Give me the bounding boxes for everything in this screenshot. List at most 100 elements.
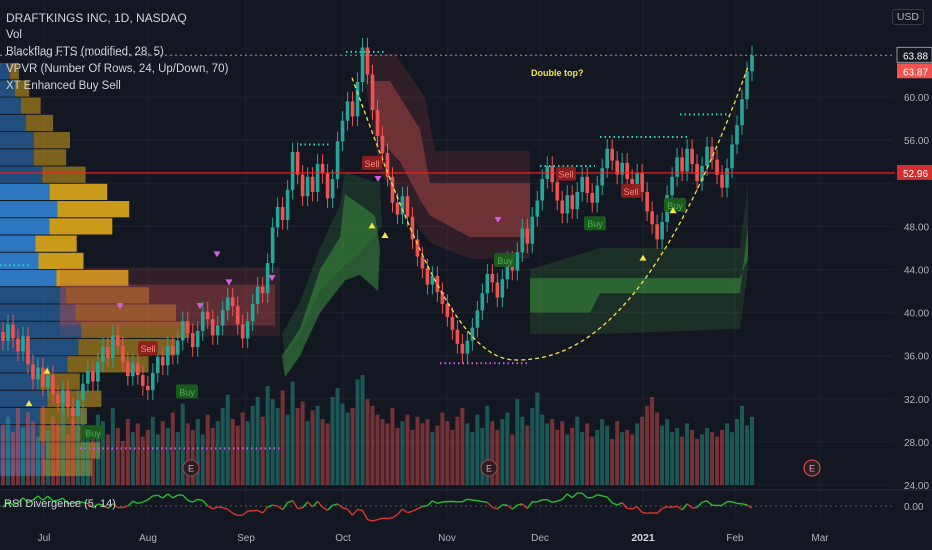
volume-bar [35,436,40,485]
candle-body [740,99,744,126]
volume-bar [745,425,750,485]
candle-body [480,293,485,311]
volume-bar [280,390,285,485]
time-tick-label: Sep [237,533,255,544]
volume-bar [430,432,435,485]
volume-bar [690,430,695,485]
cup-pattern-curve [351,66,749,361]
candle-body [295,152,300,175]
volume-bar [130,432,135,485]
candle-body [200,311,205,331]
volume-bar [30,421,35,485]
candle-body [670,176,674,196]
rsi-line-segment [222,506,228,510]
rsi-line-segment [97,503,103,506]
indicator-blackflag[interactable]: Blackflag FTS (modified, 28, 5) [6,46,164,58]
candle-body [705,146,709,167]
candle-body [86,370,90,384]
candle-body [81,383,85,400]
rsi-line-segment [187,499,193,503]
candle-body [390,176,395,203]
earnings-marker: E [182,459,200,477]
volume-bar [500,419,505,485]
candle-body [635,173,639,188]
volume-bar [295,408,300,485]
candle-body [465,340,470,354]
volume-bar [420,423,425,485]
candle-body [205,311,210,320]
volume-bar [585,423,590,485]
earnings-circle [803,459,821,477]
buy-signal-box [584,216,606,231]
rsi-line-segment [561,493,568,500]
candle-body [470,327,475,341]
volume-bar [555,430,560,485]
volume-bar [605,425,610,485]
candle-body [160,356,165,366]
candle-body [41,367,45,387]
candle-body [255,286,260,304]
rsi-line-segment [27,499,34,504]
sell-signal-box [362,155,382,170]
rsi-line-segment [232,512,238,517]
rsi-line-segment [257,509,263,514]
rsi-legend-label[interactable]: RSI Divergence (5, 14) [4,498,116,510]
volume-bar [370,405,375,485]
rsi-line-segment [327,504,334,511]
volume-bar [135,423,140,485]
rsi-line-segment [636,506,643,513]
indicator-xt-buy-sell[interactable]: XT Enhanced Buy Sell [6,80,121,92]
volume-bar [80,410,85,485]
vpvr-down-bar [14,80,30,97]
candle-body [51,375,55,395]
rsi-line-segment [82,501,89,505]
currency-label[interactable]: USD [891,9,924,25]
indicator-vpvr[interactable]: VPVR (Number Of Rows, 24, Up/Down, 70) [6,63,229,75]
vpvr-up-bar [0,63,10,80]
candle-body [111,335,115,358]
volume-bar [620,432,625,485]
volume-bar [190,430,195,485]
candle-body [170,346,175,355]
sell-arrow [494,216,502,223]
volume-bar [530,408,535,485]
volume-bar [435,425,440,485]
indicator-vol[interactable]: Vol [6,29,22,41]
candle-body [210,319,215,336]
candle-body [220,310,225,326]
rsi-line-segment [537,499,543,503]
candle-body [76,399,80,417]
candle-body [180,321,185,341]
candle-body [475,310,480,328]
rsi-line-segment [417,505,423,510]
rsi-line-segment [706,500,713,506]
rsi-line-segment [22,497,29,504]
rsi-line-segment [681,503,688,511]
rsi-line-segment [212,506,218,510]
candle-body [375,110,380,136]
volume-bar [340,403,345,485]
volume-bar [705,427,710,485]
candle-body [230,297,235,307]
level-price-label: 52.96 [903,169,928,180]
volume-bar [350,408,355,485]
rsi-line-segment [511,504,518,510]
indicator-legend: DRAFTKINGS INC, 1D, NASDAQ Vol Blackflag… [6,10,228,95]
sell-arrow [225,279,233,286]
rsi-line-segment [691,506,698,509]
rsi-line-segment [197,498,203,502]
candle-body [595,185,600,203]
chart-title[interactable]: DRAFTKINGS INC, 1D, NASDAQ [6,11,187,25]
rsi-line-segment [467,498,473,501]
volume-bar [365,399,370,485]
volume-bar [255,397,260,485]
volume-bar [675,427,680,485]
buy-signal-box [82,425,104,440]
candle-body [290,152,295,190]
volume-bar [490,421,495,485]
candle-body [640,173,644,192]
volume-bar [95,414,100,485]
last-price-box [896,46,932,63]
vpvr-up-bar [0,442,47,459]
